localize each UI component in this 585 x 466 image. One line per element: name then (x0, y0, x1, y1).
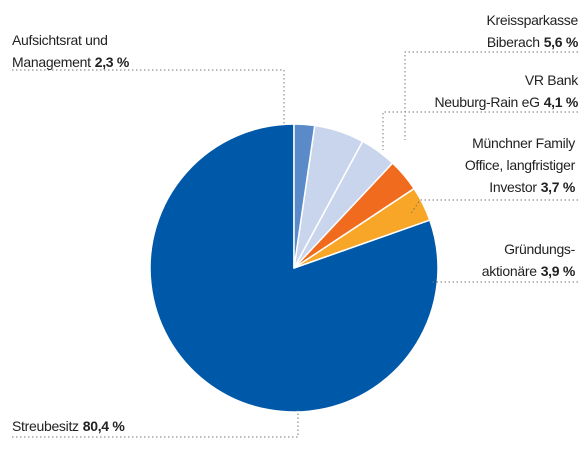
leader-line (409, 199, 578, 216)
slice-label: Aufsichtsrat und Management 2,3 % (12, 29, 129, 73)
slice-name: Streubesitz (12, 418, 79, 434)
leader-line (404, 51, 578, 140)
leader-line (382, 111, 578, 150)
leader-line (12, 69, 285, 125)
slice-name: Gründungs- aktionäre (481, 241, 576, 279)
slice-value: 3,9 % (540, 263, 576, 279)
slice-value: 4,1 % (543, 94, 579, 110)
slice-name: Münchner Family Office, langfristiger In… (464, 135, 575, 195)
slice-value: 5,6 % (543, 34, 579, 50)
slice-label: Gründungs- aktionäre 3,9 % (481, 238, 576, 282)
slice-name: Aufsichtsrat und Management (12, 32, 108, 70)
slice-name: Kreissparkasse Biberach (486, 12, 578, 50)
pie-slice (149, 123, 439, 413)
slice-name: VR Bank Neuburg-Rain eG (434, 72, 578, 110)
slice-value: 3,7 % (540, 179, 576, 195)
slice-label: Münchner Family Office, langfristiger In… (465, 132, 575, 198)
slice-label: VR Bank Neuburg-Rain eG 4,1 % (434, 69, 578, 113)
leader-line (12, 410, 299, 438)
pie-slice (293, 123, 316, 269)
leader-lines (12, 51, 578, 438)
slice-value: 80,4 % (82, 418, 125, 434)
slice-label: Streubesitz 80,4 % (12, 415, 125, 437)
slice-label: Kreissparkasse Biberach 5,6 % (486, 9, 578, 53)
slice-value: 2,3 % (94, 54, 130, 70)
